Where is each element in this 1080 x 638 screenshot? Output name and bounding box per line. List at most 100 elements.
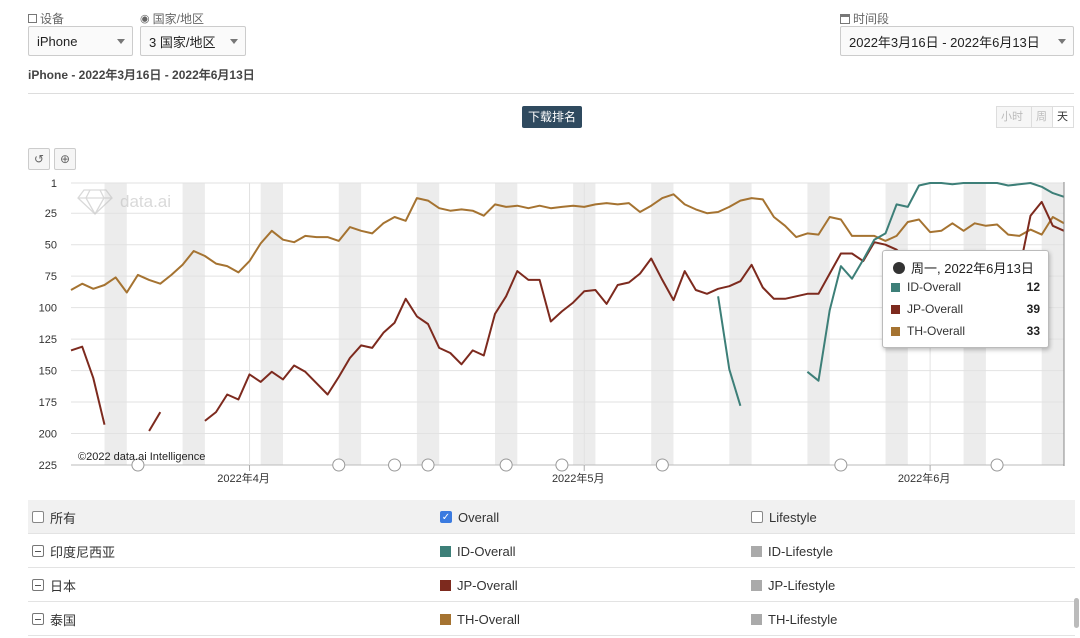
event-pin-icon — [555, 458, 569, 472]
tooltip-series-value: 12 — [1026, 280, 1040, 294]
event-pin-icon — [131, 458, 145, 472]
magnifier-icon: ⊕ — [59, 152, 71, 166]
series-swatch — [891, 304, 900, 314]
series-name: JP-Overall — [457, 577, 518, 593]
weekend-band — [104, 183, 127, 465]
legend-row: 印度尼西亚 ID-Overall ID-Lifestyle — [28, 534, 1075, 568]
zoom-button[interactable]: ⊕ — [54, 148, 76, 170]
country-value: 3 国家/地区 — [149, 34, 216, 50]
y-tick-label: 1 — [51, 178, 57, 190]
tooltip-series-name: JP-Overall — [907, 302, 964, 316]
country-toggle[interactable]: 印度尼西亚 — [32, 534, 115, 568]
series-overall-item[interactable]: ID-Overall — [440, 534, 516, 568]
lifestyle-label: Lifestyle — [769, 509, 817, 525]
lifestyle-toggle[interactable]: Lifestyle — [751, 500, 817, 534]
globe-icon: ◉ — [140, 13, 150, 25]
divider — [28, 93, 1074, 94]
scrollbar-thumb[interactable] — [1074, 598, 1079, 628]
globe-icon — [893, 261, 905, 274]
overall-toggle[interactable]: ✓ Overall — [440, 500, 499, 534]
chevron-down-icon — [1058, 39, 1066, 44]
weekend-band — [338, 183, 362, 465]
x-tick-label: 2022年4月 — [217, 471, 270, 485]
legend-row: 泰国 TH-Overall TH-Lifestyle — [28, 602, 1075, 636]
diamond-logo-icon — [77, 189, 113, 216]
y-tick-label: 25 — [45, 208, 57, 220]
tooltip-header: 周一, 2022年6月13日 — [893, 258, 1034, 277]
event-pin-icon — [421, 458, 435, 472]
x-axis: 2022年4月 2022年5月 2022年6月 — [217, 465, 950, 485]
granularity-week[interactable]: 周 — [1031, 106, 1053, 128]
period-label: 时间段 — [840, 10, 889, 27]
undo-icon: ↺ — [33, 152, 45, 166]
y-tick-label: 50 — [45, 240, 57, 252]
page-subtitle: iPhone - 2022年3月16日 - 2022年6月13日 — [28, 68, 255, 82]
select-all-label: 所有 — [50, 510, 77, 526]
series-name: TH-Lifestyle — [768, 611, 838, 627]
chart-tooltip: 周一, 2022年6月13日 ID-Overall 12 JP-Overall … — [882, 250, 1049, 348]
granularity-day[interactable]: 天 — [1052, 106, 1074, 128]
country-select[interactable]: 3 国家/地区 — [140, 26, 246, 56]
country-toggle[interactable]: 泰国 — [32, 602, 76, 636]
series-name: ID-Lifestyle — [768, 543, 834, 559]
lifestyle-checkbox[interactable] — [751, 511, 763, 523]
device-label: 设备 — [28, 10, 64, 27]
y-tick-label: 150 — [39, 366, 57, 378]
copyright-text: ©2022 data.ai Intelligence — [78, 451, 205, 463]
watermark-text: data.ai — [120, 192, 171, 211]
overall-checkbox[interactable]: ✓ — [440, 511, 452, 523]
event-pin-icon — [990, 458, 1004, 472]
series-name: JP-Lifestyle — [768, 577, 836, 593]
chevron-down-icon — [230, 39, 238, 44]
series-lines — [70, 182, 1065, 432]
series-overall-item[interactable]: TH-Overall — [440, 602, 520, 636]
legend-header-row: 所有 ✓ Overall Lifestyle — [28, 500, 1075, 534]
collapse-icon[interactable] — [32, 579, 44, 591]
device-select[interactable]: iPhone — [28, 26, 133, 56]
device-checkbox-icon — [28, 14, 37, 23]
tooltip-series-value: 33 — [1026, 324, 1040, 338]
y-tick-label: 175 — [39, 397, 57, 409]
chevron-down-icon — [117, 39, 125, 44]
weekend-band — [495, 183, 518, 465]
series-lifestyle-item[interactable]: TH-Lifestyle — [751, 602, 837, 636]
series-lifestyle-item[interactable]: JP-Lifestyle — [751, 568, 835, 602]
period-select[interactable]: 2022年3月16日 - 2022年6月13日 — [840, 26, 1074, 56]
watermark: data.ai — [77, 189, 171, 216]
x-tick-label: 2022年5月 — [552, 471, 605, 485]
series-name: TH-Overall — [457, 611, 520, 627]
event-pin-icon — [388, 458, 402, 472]
granularity-hour[interactable]: 小时 — [996, 106, 1032, 128]
series-line — [148, 411, 162, 432]
reset-zoom-button[interactable]: ↺ — [28, 148, 50, 170]
event-pin-icon — [834, 458, 848, 472]
series-line — [717, 296, 742, 407]
tooltip-series-name: TH-Overall — [907, 324, 966, 338]
series-line — [70, 345, 106, 425]
series-swatch — [751, 579, 762, 591]
collapse-icon[interactable] — [32, 545, 44, 557]
device-value: iPhone — [37, 33, 78, 49]
tooltip-row: TH-Overall 33 — [891, 323, 1040, 339]
select-all-checkbox[interactable] — [32, 511, 44, 523]
series-ID-Overall — [717, 182, 1065, 407]
series-swatch — [440, 613, 451, 625]
y-tick-label: 100 — [39, 303, 57, 315]
series-swatch — [751, 613, 762, 625]
country-name: 印度尼西亚 — [50, 544, 116, 560]
collapse-icon[interactable] — [32, 613, 44, 625]
country-toggle[interactable]: 日本 — [32, 568, 76, 602]
tooltip-date: 周一, 2022年6月13日 — [911, 261, 1034, 276]
country-name: 日本 — [50, 578, 77, 594]
event-pin-icon — [332, 458, 346, 472]
series-overall-item[interactable]: JP-Overall — [440, 568, 518, 602]
series-line — [70, 193, 1065, 294]
y-tick-label: 75 — [45, 271, 57, 283]
weekend-band — [807, 183, 830, 465]
series-name: ID-Overall — [457, 543, 516, 559]
series-lifestyle-item[interactable]: ID-Lifestyle — [751, 534, 833, 568]
y-tick-label: 200 — [39, 429, 57, 441]
select-all[interactable]: 所有 — [32, 500, 76, 534]
download-ranking-button[interactable]: 下载排名 — [522, 106, 583, 128]
